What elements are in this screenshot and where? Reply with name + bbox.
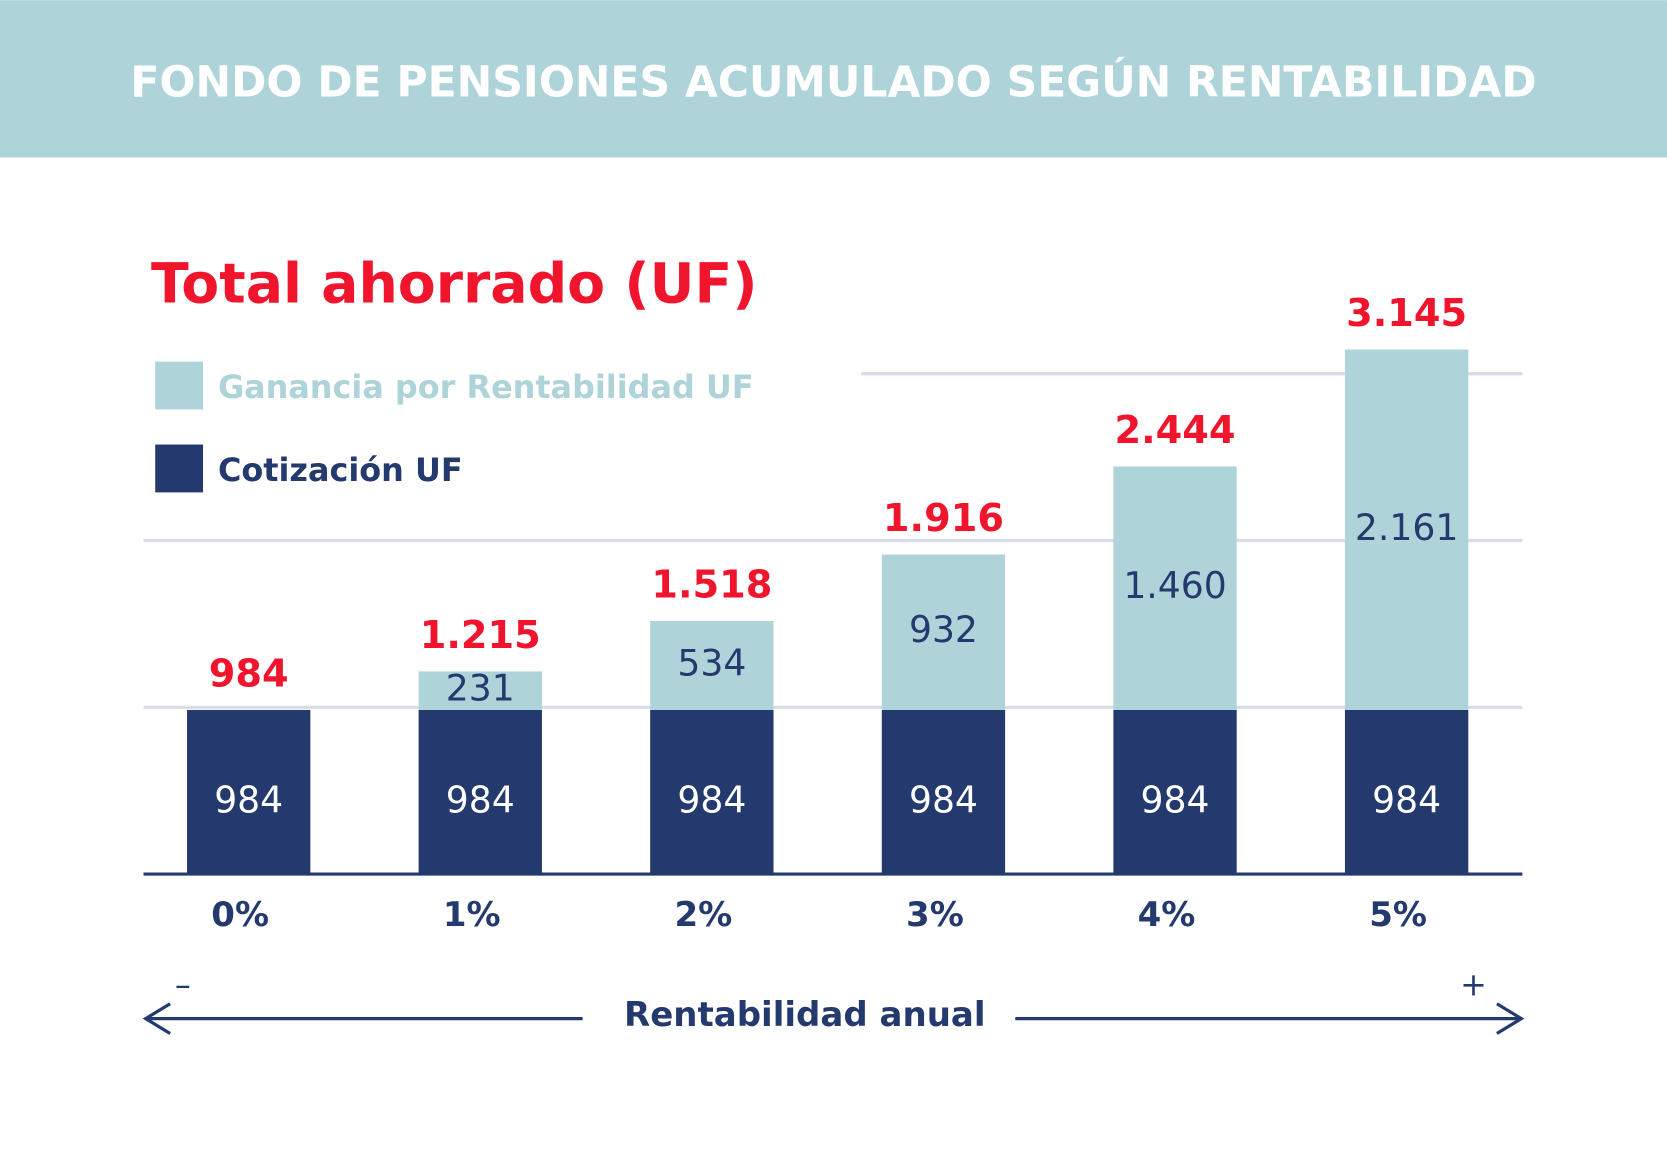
x-axis-label: Rentabilidad anual [624, 995, 986, 1035]
segment-label: 984 [446, 779, 515, 822]
segment-label: 984 [909, 779, 978, 822]
segment-label: 984 [1372, 779, 1441, 822]
bar-segment [1113, 466, 1237, 710]
legend-label: Cotización UF [218, 451, 463, 489]
bar-segment [1344, 349, 1469, 710]
segment-label: 984 [1141, 779, 1210, 822]
segment-label: 1.460 [1123, 564, 1226, 607]
x-tick-label: 3% [906, 895, 964, 935]
total-label: 984 [209, 651, 289, 696]
bar-segment [650, 620, 774, 710]
segment-label: 984 [677, 779, 746, 822]
total-label: 1.518 [651, 562, 772, 607]
segment-label: 2.161 [1355, 506, 1458, 549]
bar-segment [1113, 709, 1237, 875]
legend-swatch [155, 444, 204, 493]
header-band [0, 0, 1667, 158]
segment-label: 932 [909, 608, 978, 651]
total-label: 3.145 [1346, 291, 1467, 336]
page-title: FONDO DE PENSIONES ACUMULADO SEGÚN RENTA… [130, 57, 1536, 108]
bar-segment [1344, 709, 1469, 875]
bar-segment [881, 554, 1006, 710]
bar-segment [418, 671, 542, 710]
x-axis-end: – [175, 966, 191, 1004]
bar-segment [418, 709, 542, 875]
total-label: 1.916 [883, 496, 1004, 541]
x-tick-label: 2% [674, 895, 732, 935]
legend-swatch [155, 361, 204, 410]
legend-label: Ganancia por Rentabilidad UF [218, 368, 754, 406]
x-tick-label: 4% [1138, 895, 1196, 935]
segment-label: 231 [446, 667, 515, 710]
bar-segment [650, 709, 774, 875]
bar-segment [881, 709, 1006, 875]
segment-label: 534 [677, 641, 746, 684]
segment-label: 984 [214, 779, 283, 822]
x-tick-label: 1% [443, 895, 501, 935]
x-axis-end: + [1460, 966, 1487, 1004]
x-tick-label: 0% [211, 895, 269, 935]
total-label: 1.215 [420, 613, 541, 658]
x-axis-arrows [142, 1002, 1525, 1035]
chart-title: Total ahorrado (UF) [151, 252, 758, 316]
x-tick-label: 5% [1369, 895, 1427, 935]
bar-segment [187, 709, 311, 875]
total-label: 2.444 [1115, 408, 1236, 453]
